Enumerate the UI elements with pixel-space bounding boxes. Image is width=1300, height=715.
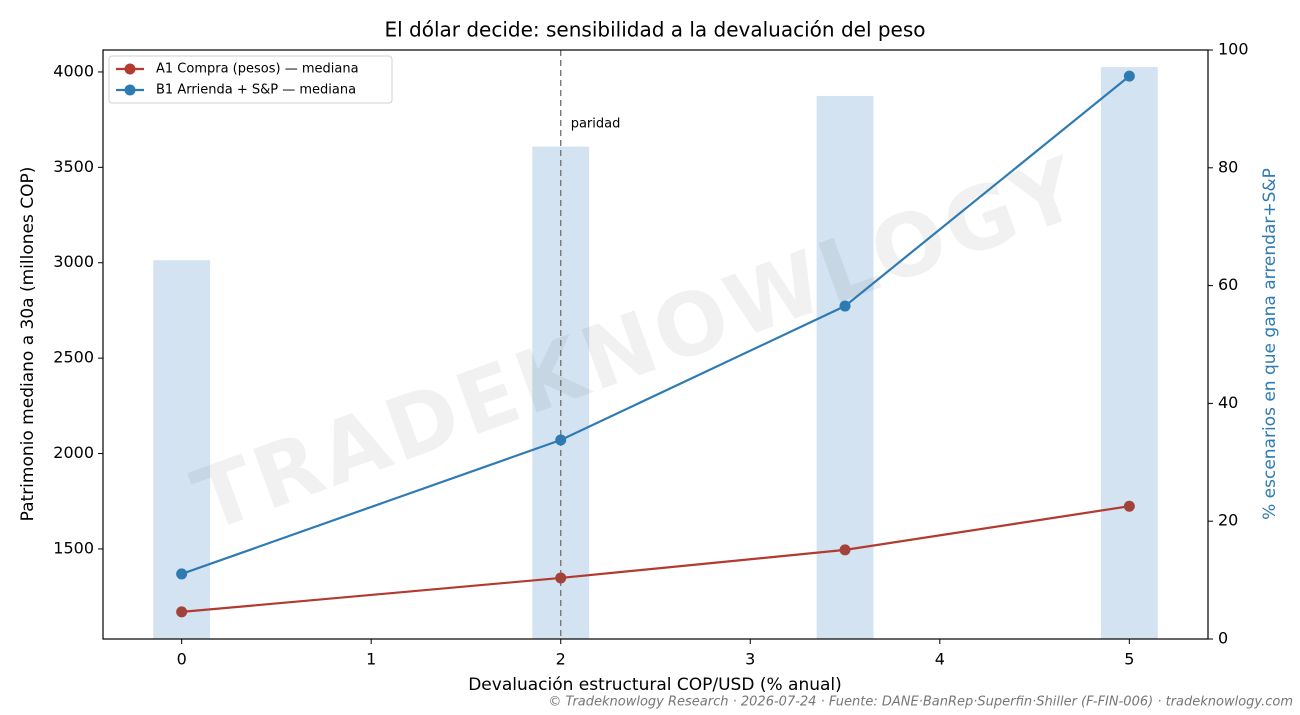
annotation: paridad <box>571 117 621 132</box>
plot-frame <box>102 49 1209 640</box>
legend-label: B1 Arrienda + S&P — mediana <box>156 83 356 98</box>
y-tick-label: 1500 <box>53 538 94 557</box>
point <box>1123 70 1135 82</box>
bar <box>1100 67 1158 640</box>
y-tick-label: 2500 <box>53 348 94 367</box>
y2-tick-label: 80 <box>1218 157 1238 176</box>
point <box>176 606 188 618</box>
x-tick-label: 4 <box>935 650 945 669</box>
point <box>1123 500 1135 512</box>
x-tick-label: 1 <box>366 650 376 669</box>
point <box>839 544 851 556</box>
y2-tick-label: 40 <box>1218 393 1238 412</box>
legend-box <box>108 55 393 104</box>
line <box>181 75 1131 575</box>
y-tick-label: 2000 <box>53 443 94 462</box>
legend-marker <box>124 84 136 96</box>
chart-title: El dólar decide: sensibilidad a la deval… <box>384 18 925 42</box>
x-axis-label: Devaluación estructural COP/USD (% anual… <box>468 675 842 695</box>
y2-tick-label: 100 <box>1218 40 1249 59</box>
point <box>176 568 188 580</box>
point <box>555 434 567 446</box>
bar <box>816 95 874 639</box>
y-tick-label: 4000 <box>53 61 94 80</box>
x-tick-label: 5 <box>1124 650 1134 669</box>
legend: A1 Compra (pesos) — mediana B1 Arrienda +… <box>108 55 393 104</box>
legend-marker <box>124 63 136 75</box>
x-tick-label: 0 <box>177 650 187 669</box>
point <box>555 572 567 584</box>
y-axis-label: Patrimonio mediano a 30a (millones COP) <box>18 167 38 522</box>
y2-tick-label: 0 <box>1218 629 1228 648</box>
y2-tick-label: 60 <box>1218 275 1238 294</box>
point <box>839 300 851 312</box>
y2-tick-label: 20 <box>1218 511 1238 530</box>
footer: © Tradeknowlogy Research · 2026-07-24 · … <box>548 695 1293 710</box>
y2-axis-label: % escenarios en que gana arrendar+S&P <box>1260 168 1280 520</box>
y-tick-label: 3500 <box>53 157 94 176</box>
x-tick-label: 3 <box>745 650 755 669</box>
y-tick-label: 3000 <box>53 252 94 271</box>
x-tick-label: 2 <box>556 650 566 669</box>
watermark: TRADEKNOWLOGY <box>181 138 1095 552</box>
legend-label: A1 Compra (pesos) — mediana <box>156 62 359 77</box>
line <box>181 505 1130 614</box>
